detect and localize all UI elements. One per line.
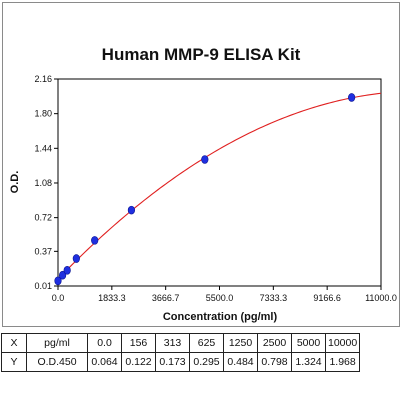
row-unit: O.D.450 (26, 352, 88, 372)
data-point (348, 93, 356, 102)
y-tick-label: 1.08 (34, 178, 52, 188)
table-cell: 10000 (324, 333, 361, 353)
table-cell: 1.968 (324, 352, 361, 372)
y-tick-label: 0.72 (34, 213, 52, 223)
x-tick-label: 0.0 (52, 293, 65, 303)
table-row: Y O.D.450 0.064 0.122 0.173 0.295 0.484 0.798 1.… (1, 352, 361, 372)
data-point (72, 254, 80, 263)
chart-title: Human MMP-9 ELISA Kit (102, 45, 301, 64)
table-cell: 0.798 (257, 352, 292, 372)
y-tick-label: 1.80 (34, 109, 52, 119)
y-tick-label: 2.16 (34, 74, 52, 84)
chart: Human MMP-9 ELISA Kit 0.0 1833.3 3666.7 550… (9, 45, 397, 323)
table-cell: 1250 (223, 333, 258, 353)
x-tick-label: 7333.3 (260, 293, 288, 303)
y-tick-label: 0.01 (34, 281, 52, 291)
x-tick-label: 3666.7 (152, 293, 180, 303)
y-tick-label: 1.44 (34, 143, 52, 153)
data-point (54, 276, 62, 286)
row-label: X (1, 333, 27, 353)
x-tick-label: 11000.0 (365, 293, 397, 303)
data-point (63, 266, 71, 275)
data-point (201, 155, 209, 164)
data-point (127, 205, 136, 215)
table-cell: 2500 (257, 333, 292, 353)
table-cell: 0.064 (87, 352, 122, 372)
x-tick-label: 9166.6 (313, 293, 341, 303)
data-points (54, 93, 356, 286)
table-cell: 0.122 (121, 352, 156, 372)
table-cell: 0.0 (87, 333, 122, 353)
x-axis-title: Concentration (pg/ml) (163, 311, 278, 323)
row-label: Y (1, 352, 27, 372)
x-tick-label: 5500.0 (206, 293, 234, 303)
data-point (58, 270, 67, 280)
table-cell: 625 (189, 333, 224, 353)
table-cell: 0.484 (223, 352, 258, 372)
table-cell: 0.173 (155, 352, 190, 372)
fit-curve (57, 92, 382, 280)
plot-area (57, 78, 382, 287)
table-cell: 156 (121, 333, 156, 353)
chart-frame (2, 2, 400, 327)
data-point (91, 236, 99, 245)
table-cell: 1.324 (291, 352, 326, 372)
table-cell: 5000 (291, 333, 326, 353)
table-cell: 0.295 (189, 352, 224, 372)
y-tick-label: 0.37 (34, 246, 52, 256)
axis-ticks: 0.0 1833.3 3666.7 5500.0 7333.3 9166.6 11000.0… (34, 74, 396, 303)
table-cell: 313 (155, 333, 190, 353)
row-unit: pg/ml (26, 333, 88, 353)
x-tick-label: 1833.3 (98, 293, 126, 303)
fit-curve-layer (57, 92, 382, 280)
y-axis-title: O.D. (9, 171, 21, 194)
